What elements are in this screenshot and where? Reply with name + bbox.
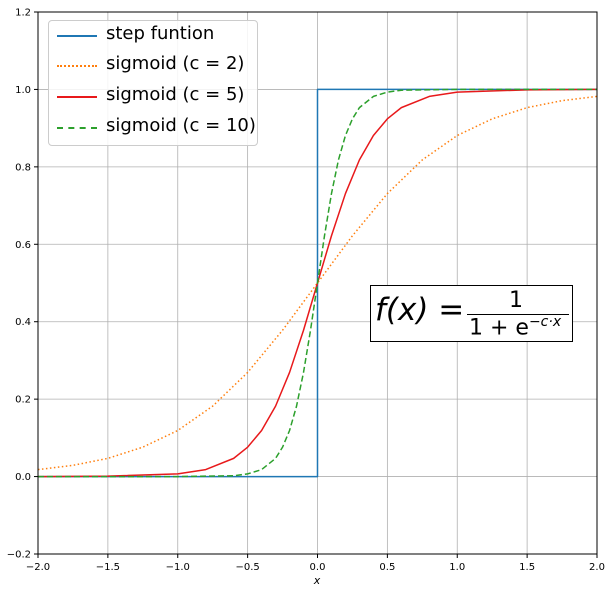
x-tick-label: 0.0: [310, 562, 326, 573]
y-tick-label: 1.2: [15, 8, 31, 19]
ticks: −2.0 −1.5 −1.0 −0.5 0.0 0.5 1.0 1.5 2.0 −0.2 0.0 0.…: [7, 8, 605, 574]
x-tick-label: −1.0: [166, 562, 190, 573]
legend-swatch-sigmoid-c5: [57, 96, 97, 98]
y-tick-label: 0.4: [15, 317, 31, 328]
formula-annotation: f(x) = 1 1 + e−c·x: [370, 285, 573, 342]
legend-item-sigmoid-c2: sigmoid (c = 2): [49, 51, 257, 81]
series-layer: [37, 88, 598, 478]
legend-item-sigmoid-c5: sigmoid (c = 5): [49, 82, 257, 112]
legend-label-sigmoid-c2: sigmoid (c = 2): [106, 53, 245, 74]
legend: step funtion sigmoid (c = 2) sigmoid (c …: [48, 20, 258, 146]
x-tick-label: 1.0: [449, 562, 465, 573]
legend-swatch-sigmoid-c2: [57, 65, 97, 67]
formula-numerator: 1: [509, 288, 523, 313]
legend-label-sigmoid-c10: sigmoid (c = 10): [106, 115, 256, 136]
formula-denominator-base: 1 + e: [469, 315, 529, 341]
y-tick-label: 0.6: [15, 240, 31, 251]
x-tick-label: −1.5: [96, 562, 120, 573]
series-line-3: [38, 88, 597, 478]
formula-fraction-bar: [467, 314, 569, 315]
formula-lhs: f(x) =: [375, 292, 465, 328]
legend-swatch-step: [57, 35, 97, 37]
x-tick-label: 2.0: [589, 562, 605, 573]
legend-label-step: step funtion: [106, 23, 215, 44]
x-axis-label: x: [313, 574, 321, 587]
y-tick-label: 0.2: [15, 395, 31, 406]
legend-item-step: step funtion: [49, 21, 257, 51]
x-tick-label: −0.5: [235, 562, 259, 573]
formula-exponent: −c·x: [528, 314, 562, 330]
y-tick-label: 0.0: [15, 472, 31, 483]
x-tick-label: −2.0: [26, 562, 50, 573]
formula-denominator: 1 + e−c·x: [469, 314, 561, 340]
y-tick-label: 0.8: [15, 162, 31, 173]
y-tick-label: 1.0: [15, 85, 31, 96]
legend-label-sigmoid-c5: sigmoid (c = 5): [106, 84, 245, 105]
x-tick-label: 1.5: [519, 562, 535, 573]
y-tick-label: −0.2: [7, 550, 31, 561]
legend-swatch-sigmoid-c10: [57, 127, 97, 129]
legend-item-sigmoid-c10: sigmoid (c = 10): [49, 113, 257, 143]
x-tick-label: 0.5: [379, 562, 395, 573]
